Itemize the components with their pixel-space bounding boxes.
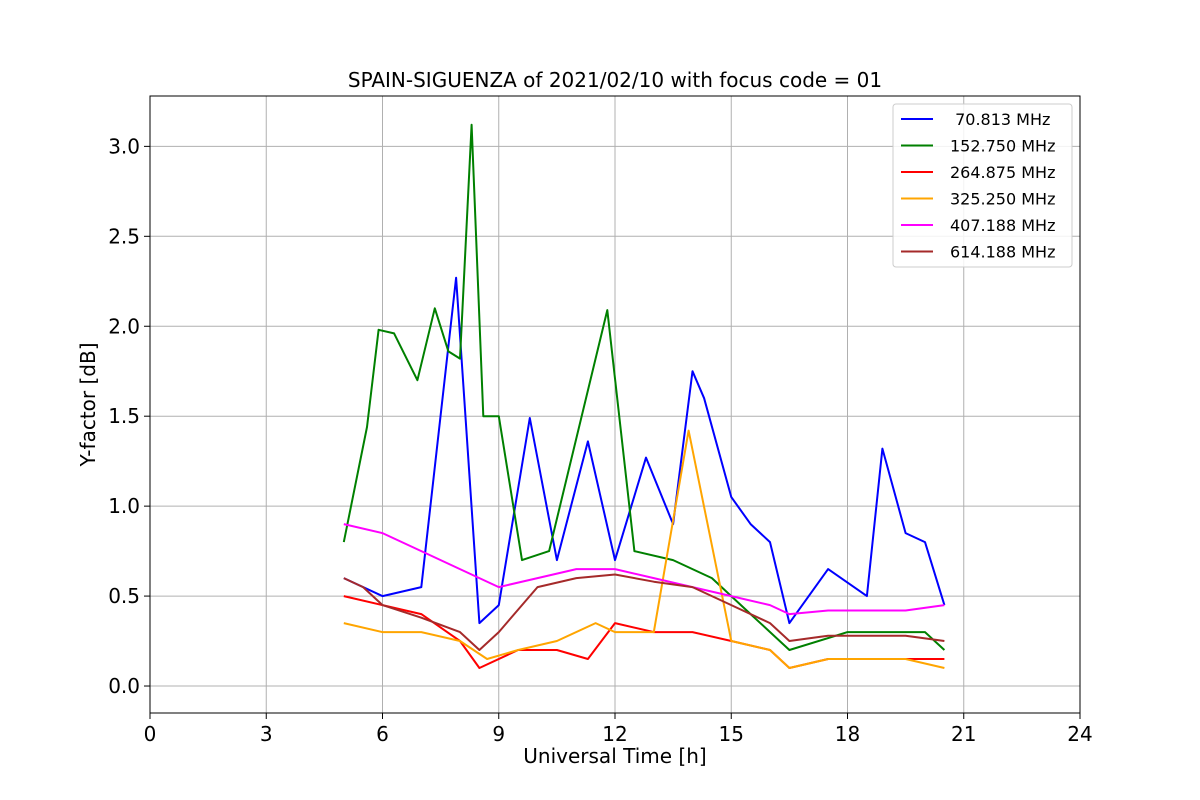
series-line-0 bbox=[343, 276, 946, 625]
y-tick-label: 0.0 bbox=[108, 674, 140, 698]
series-line-3 bbox=[343, 429, 945, 669]
legend-label-1: 152.750 MHz bbox=[950, 137, 1055, 156]
x-tick-label: 6 bbox=[376, 722, 389, 746]
x-tick-label: 15 bbox=[719, 722, 744, 746]
series-lines bbox=[342, 123, 946, 669]
series-line-1 bbox=[342, 123, 946, 651]
series-line-4 bbox=[343, 523, 945, 616]
x-tick-label: 3 bbox=[260, 722, 273, 746]
x-tick-label: 9 bbox=[492, 722, 505, 746]
x-tick-label: 24 bbox=[1067, 722, 1092, 746]
chart-title: SPAIN-SIGUENZA of 2021/02/10 with focus … bbox=[348, 68, 882, 92]
x-tick-label: 0 bbox=[144, 722, 157, 746]
legend-label-0: 70.813 MHz bbox=[950, 110, 1050, 129]
y-tick-label: 1.0 bbox=[108, 494, 140, 518]
y-tick-label: 1.5 bbox=[108, 404, 140, 428]
y-tick-label: 0.5 bbox=[108, 584, 140, 608]
legend-box bbox=[892, 103, 1073, 268]
y-tick-label: 2.0 bbox=[108, 314, 140, 338]
x-tick-label: 12 bbox=[602, 722, 627, 746]
legend-label-5: 614.188 MHz bbox=[950, 243, 1055, 262]
series-line-5 bbox=[343, 573, 945, 651]
y-tick-label: 3.0 bbox=[108, 134, 140, 158]
x-tick-label: 18 bbox=[835, 722, 860, 746]
legend-label-3: 325.250 MHz bbox=[950, 190, 1055, 209]
y-axis-title: Y-factor [dB] bbox=[76, 342, 100, 467]
legend-label-2: 264.875 MHz bbox=[950, 163, 1055, 182]
y-tick-label: 2.5 bbox=[108, 224, 140, 248]
legend: 70.813 MHz 152.750 MHz 264.875 MHz 325.250 … bbox=[892, 103, 1073, 268]
ticks: 0 3 6 9 12 15 18 21 24 0.0 0.5 1.0 1.5 2.0 2.5 3.0 bbox=[108, 134, 1093, 746]
x-axis-title: Universal Time [h] bbox=[523, 744, 706, 768]
legend-label-4: 407.188 MHz bbox=[950, 216, 1055, 235]
x-tick-label: 21 bbox=[951, 722, 976, 746]
